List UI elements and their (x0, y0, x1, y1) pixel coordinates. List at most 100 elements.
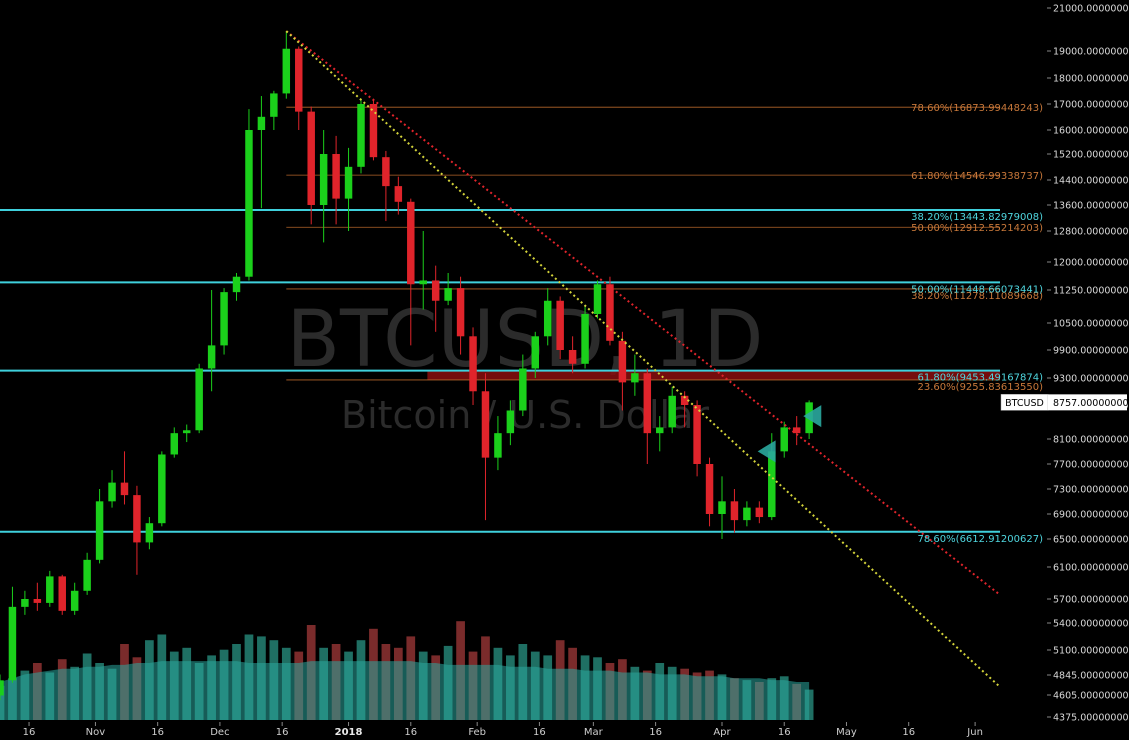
candle[interactable] (33, 582, 42, 611)
candle-body (680, 395, 689, 405)
candle[interactable] (606, 276, 614, 346)
candle[interactable] (419, 231, 427, 310)
candle[interactable] (108, 470, 116, 508)
candle[interactable] (0, 674, 4, 701)
candle[interactable] (519, 354, 527, 417)
candle[interactable] (357, 98, 365, 174)
candle[interactable] (581, 305, 589, 369)
candle[interactable] (207, 290, 216, 392)
yellow-trendline[interactable] (285, 30, 1001, 688)
candle-body (593, 284, 602, 314)
candle[interactable] (382, 150, 390, 222)
candle[interactable] (282, 31, 291, 99)
candle[interactable] (743, 501, 751, 527)
y-tick-label: 12000.00000000 (1053, 258, 1129, 269)
candle-body (755, 507, 764, 518)
candle-body (158, 454, 166, 524)
candle[interactable] (394, 176, 403, 215)
candle[interactable] (158, 451, 166, 527)
candle[interactable] (369, 98, 378, 161)
y-tick-label: 6900.00000000 (1053, 510, 1129, 521)
y-tick-label: 9900.00000000 (1053, 346, 1129, 357)
volume-bar (804, 689, 814, 720)
candle[interactable] (556, 296, 564, 360)
candle[interactable] (332, 135, 340, 225)
candle[interactable] (568, 336, 577, 374)
candle[interactable] (270, 90, 278, 130)
candle[interactable] (46, 570, 54, 607)
candle-body (431, 280, 440, 301)
candle[interactable] (656, 416, 664, 452)
candle[interactable] (730, 489, 739, 533)
y-tick-label: 17000.00000000 (1053, 100, 1129, 111)
candle[interactable] (70, 582, 79, 615)
candle[interactable] (95, 489, 104, 564)
candle[interactable] (257, 96, 266, 209)
candle[interactable] (407, 198, 415, 346)
candle[interactable] (133, 485, 141, 575)
candle[interactable] (220, 288, 228, 355)
y-tick-label: 8100.00000000 (1053, 435, 1129, 446)
fib-cyan-label: 38.20%(13443.82979008) (911, 212, 1043, 223)
candle[interactable] (469, 327, 477, 405)
candle[interactable] (456, 276, 465, 355)
candle-body (220, 292, 228, 346)
candle-body (531, 336, 540, 369)
x-tick-label: Feb (468, 727, 486, 738)
candle[interactable] (307, 106, 315, 225)
x-tick-label: 16 (533, 727, 546, 738)
candle-body (407, 201, 415, 285)
candle[interactable] (494, 416, 502, 471)
candle[interactable] (295, 46, 303, 130)
candle[interactable] (319, 130, 328, 243)
candle[interactable] (182, 424, 191, 443)
candle-body (606, 284, 614, 341)
candle[interactable] (83, 552, 91, 595)
candle-body (133, 495, 141, 543)
x-tick-label: Nov (86, 727, 106, 738)
candle[interactable] (693, 400, 701, 477)
candle[interactable] (593, 280, 602, 319)
fib-orange-label: 38.20%(11278.11089668) (911, 291, 1043, 302)
candle[interactable] (481, 373, 490, 521)
candle[interactable] (8, 586, 17, 683)
candle[interactable] (506, 400, 515, 446)
candle[interactable] (631, 354, 639, 396)
candle[interactable] (668, 386, 676, 434)
candle[interactable] (643, 368, 652, 464)
candle[interactable] (543, 288, 552, 346)
candle[interactable] (195, 363, 203, 434)
candle[interactable] (705, 457, 714, 527)
resistance-zone (427, 370, 1001, 380)
candle[interactable] (120, 451, 129, 505)
candle[interactable] (21, 590, 29, 615)
arrow-marker-icon[interactable] (757, 440, 776, 463)
candle[interactable] (170, 427, 179, 458)
candle[interactable] (431, 265, 440, 332)
candle[interactable] (780, 421, 788, 458)
candle[interactable] (232, 272, 241, 301)
candle-body (0, 680, 4, 696)
candle-body (70, 590, 79, 611)
candle[interactable] (245, 109, 253, 281)
candle[interactable] (792, 416, 801, 446)
x-tick-label: Jun (966, 727, 983, 738)
x-tick-label: 16 (649, 727, 662, 738)
candle-body (282, 48, 291, 94)
y-tick-label: 19000.00000000 (1053, 47, 1129, 58)
candle[interactable] (58, 574, 66, 615)
candle[interactable] (444, 272, 452, 306)
candle-body (207, 345, 216, 369)
candle[interactable] (718, 476, 726, 539)
candle-body (568, 350, 577, 364)
candle[interactable] (531, 331, 540, 378)
candle[interactable] (344, 147, 353, 231)
arrow-marker-icon[interactable] (803, 405, 822, 428)
candle[interactable] (618, 331, 627, 411)
candle[interactable] (145, 517, 154, 550)
candle[interactable] (755, 501, 764, 524)
fib-orange-label: 61.80%(14546.99338737) (911, 171, 1043, 182)
red-trendline[interactable] (285, 30, 1001, 596)
x-tick-label: 16 (902, 727, 915, 738)
